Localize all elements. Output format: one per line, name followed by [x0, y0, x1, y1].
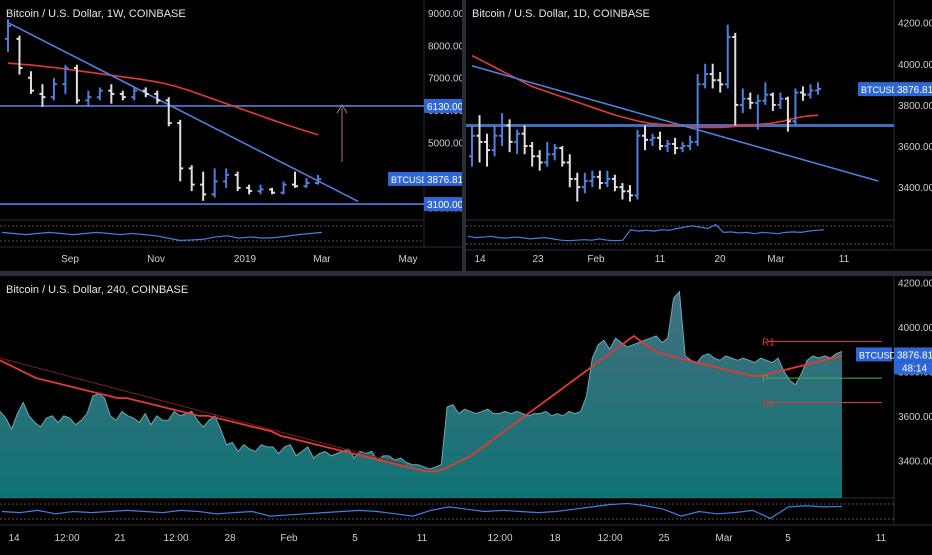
x-tick-label: 5: [352, 533, 358, 544]
y-tick-label: 8000.00: [428, 41, 462, 52]
y-tick-label: 4200.00: [898, 19, 932, 30]
x-tick-label: 23: [532, 254, 544, 265]
level-label-box: [424, 197, 464, 212]
x-tick-label: 18: [549, 533, 561, 544]
symbol-tag: BTCUSD: [859, 350, 897, 360]
x-tick-label: 2019: [234, 254, 257, 265]
symbol-tag: BTCUSD: [391, 175, 429, 185]
x-tick-label: 14: [8, 533, 20, 544]
price-area: [0, 291, 842, 498]
price-tag: 3876.81: [897, 350, 932, 361]
x-tick-label: 21: [114, 533, 126, 544]
level-label-box: [424, 98, 464, 113]
weekly-chart-svg[interactable]: 3000.004000.005000.006000.007000.008000.…: [0, 0, 465, 270]
price-tag: 3876.81: [897, 85, 932, 96]
x-tick-label: 14: [474, 254, 486, 265]
chart-panel-4h[interactable]: 3400.003600.003800.004000.004200.001412:…: [0, 276, 932, 550]
price-line: [0, 290, 843, 470]
level-label: 6130.00: [427, 102, 462, 113]
y-tick-label: 5000.00: [428, 139, 462, 150]
x-tick-label: 28: [224, 533, 236, 544]
x-tick-label: 11: [655, 254, 666, 265]
y-tick-label: 7000.00: [428, 74, 462, 85]
y-tick-label: 3400.00: [898, 456, 932, 467]
x-tick-label: 11: [876, 533, 887, 544]
y-tick-label: 4000.00: [898, 60, 932, 71]
4h-chart-svg[interactable]: 3400.003600.003800.004000.004200.001412:…: [0, 276, 932, 550]
y-tick-label: 4200.00: [898, 279, 932, 290]
indicator-line: [1, 231, 323, 242]
indicator-line: [1, 502, 843, 520]
price-tag-box: [424, 171, 464, 186]
level-label: 3100.00: [427, 200, 462, 211]
moving-average-line: [0, 334, 843, 473]
symbol-tag: BTCUSD: [861, 85, 899, 95]
x-tick-label: 25: [658, 533, 670, 544]
x-tick-label: Mar: [313, 254, 331, 265]
y-tick-label: 4000.00: [898, 323, 932, 334]
panel-divider-horizontal[interactable]: [0, 271, 932, 276]
x-tick-label: 12:00: [597, 533, 622, 544]
moving-average-line: [471, 54, 819, 129]
y-tick-label: 3400.00: [898, 183, 932, 194]
chart-panel-weekly[interactable]: 3000.004000.005000.006000.007000.008000.…: [0, 0, 465, 270]
x-tick-label: Feb: [280, 533, 298, 544]
x-tick-label: Feb: [587, 254, 605, 265]
price-tag-box: [894, 347, 932, 362]
price-tag: 3876.81: [427, 175, 462, 186]
chart-title-daily: Bitcoin / U.S. Dollar, 1D, COINBASE: [472, 8, 650, 20]
y-tick-label: 3800.00: [898, 101, 932, 112]
chart-panel-daily[interactable]: 3400.00 3600.00 3800.00 4000.00 4200.00 14 23 F…: [466, 0, 932, 270]
x-tick-label: 5: [785, 533, 791, 544]
arrow-annotation-head: [336, 104, 348, 114]
daily-chart-svg[interactable]: 3400.00 3600.00 3800.00 4000.00 4200.00 14 23 F…: [466, 0, 932, 270]
x-tick-label: May: [399, 254, 418, 265]
slow-moving-average: [0, 357, 406, 466]
pivot-label: R1: [762, 337, 775, 348]
trendline: [471, 65, 879, 182]
x-tick-label: 12:00: [54, 533, 79, 544]
moving-average-line: [7, 62, 319, 136]
symbol-tag-box: [388, 171, 424, 186]
y-tick-label: 9000.00: [428, 9, 462, 20]
pivot-label: P: [762, 374, 769, 385]
chart-title-weekly: Bitcoin / U.S. Dollar, 1W, COINBASE: [6, 8, 186, 20]
y-tick-label: 3600.00: [898, 412, 932, 423]
x-tick-label: 11: [417, 533, 428, 544]
bar-countdown: 48:14: [902, 363, 927, 374]
x-tick-label: Nov: [147, 254, 165, 265]
indicator-line: [467, 223, 825, 242]
panel-divider-vertical[interactable]: [462, 0, 466, 272]
x-tick-label: 11: [839, 254, 850, 265]
price-tag-box: [894, 82, 932, 97]
x-tick-label: 20: [714, 254, 726, 265]
trendline: [7, 21, 359, 203]
x-tick-label: Mar: [715, 533, 733, 544]
pivot-label: S1: [762, 399, 775, 410]
x-tick-label: Sep: [61, 254, 79, 265]
x-tick-label: 12:00: [487, 533, 512, 544]
countdown-box: [894, 361, 932, 375]
x-tick-label: Mar: [767, 254, 785, 265]
chart-title-4h: Bitcoin / U.S. Dollar, 240, COINBASE: [6, 284, 189, 296]
y-tick-label: 3600.00: [898, 142, 932, 153]
x-tick-label: 12:00: [163, 533, 188, 544]
symbol-tag-box: [856, 347, 892, 362]
symbol-tag-box: [858, 82, 894, 97]
